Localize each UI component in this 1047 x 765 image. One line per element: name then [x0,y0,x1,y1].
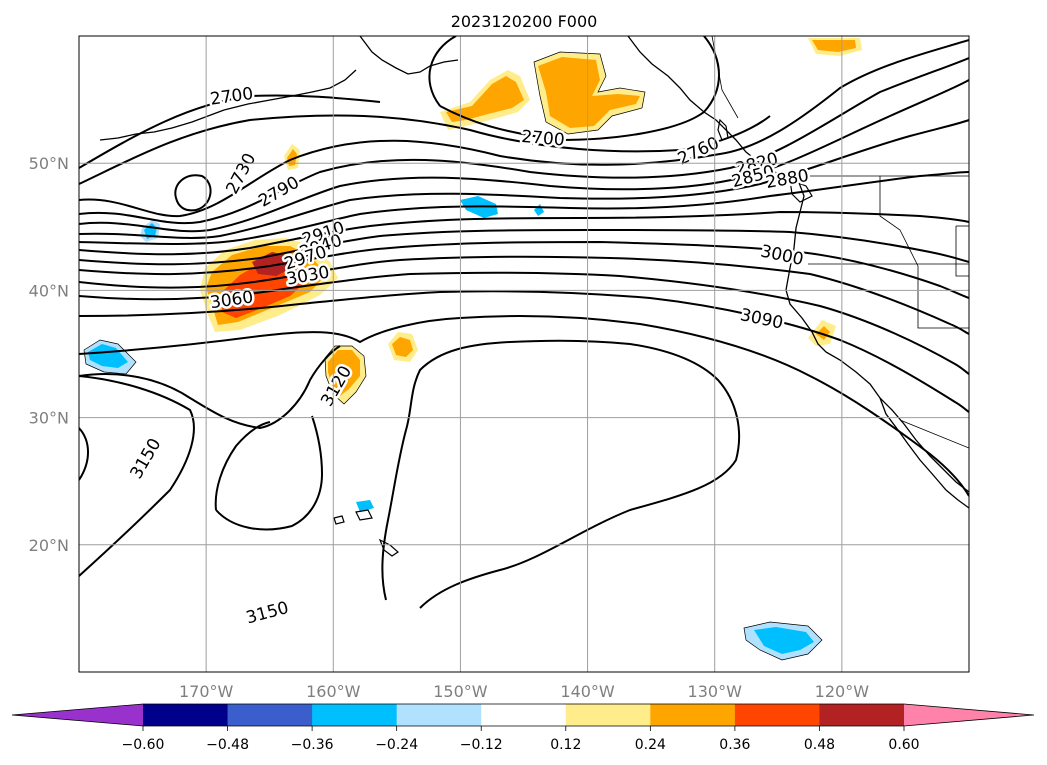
colorbar-tick-label: 0.12 [550,737,581,753]
colorbar-bin [312,704,398,726]
colorbar-bin [565,704,651,726]
colorbar-bin [396,704,482,726]
vancouver-island [789,179,813,203]
contour-2820 [79,57,969,225]
height-contours [79,36,969,609]
state-border [955,226,969,277]
colorbar-tick-label: −0.12 [460,737,503,753]
contour-3030 [79,255,969,335]
contour-label-text: 2700 [521,127,566,151]
colorbar-extend-high [904,704,1034,726]
contour-2910 [79,171,969,245]
colorbar-tick-label: −0.60 [122,737,165,753]
contour-3150 [381,339,741,609]
coastline-british-columbia [785,179,827,353]
positive-anomaly-region [287,149,297,166]
lat-tick-label: 30°N [29,409,69,428]
colorbar-tick-label: 0.36 [719,737,750,753]
colorbar-tick-label: 0.48 [804,737,835,753]
positive-anomaly-region [392,337,413,357]
lat-tick-label: 20°N [29,536,69,555]
contour-2790 [79,39,969,218]
colorbar-tick-label: −0.24 [375,737,418,753]
contour-3150 [214,421,271,511]
anomaly-outlines [83,51,823,661]
contour-2850 [79,79,969,233]
negative-anomaly-region [88,344,128,368]
lon-tick-label: 160°W [306,682,361,701]
contour-3000 [79,240,969,299]
negative-anomaly-region [356,500,374,512]
lat-tick-label: 40°N [29,281,69,300]
contour-3150 [215,415,324,531]
positive-anomaly-region [538,57,640,128]
contour-2700 [79,94,381,169]
colorbar-bin [143,704,229,726]
shaded-anomaly-regions [84,38,862,660]
contour-2700 [428,36,457,107]
colorbar-tick-label: −0.48 [206,737,249,753]
positive-anomaly-region [446,76,524,122]
contour-2700 [439,36,720,142]
gridlines [79,36,969,672]
colorbar-tick-label: 0.24 [635,737,666,753]
positive-anomaly-region [812,40,856,52]
lon-tick-label: 140°W [560,682,615,701]
colorbar-bin [481,704,567,726]
coastlines [99,36,969,509]
colorbar: −0.60 −0.48 −0.36 −0.24 −0.12 0.12 0.24 0.36 0.4… [11,703,1035,753]
contour-3120 [79,345,341,430]
colorbar-extend-low [12,704,143,726]
coastline-bering [223,69,357,111]
colorbar-tick-label: 0.60 [888,737,919,753]
state-border [917,266,969,329]
colorbar-bin [734,704,820,726]
coastline-california [825,351,969,493]
lat-tick-label: 50°N [29,154,69,173]
contour-3150 [79,427,89,481]
anomaly-outline [743,621,823,661]
contour-3150 [79,375,195,577]
lon-tick-label: 120°W [815,682,870,701]
anomaly-outline [324,345,367,405]
contour-2880 [79,119,969,239]
contour-2760 [79,114,771,185]
positive-anomaly-region [328,350,360,396]
colorbar-bin [819,704,905,726]
political-boundaries [711,36,969,449]
colorbar-bin [650,704,736,726]
positive-anomaly-region [816,326,830,340]
chart-title: 2023120200 F000 [451,12,598,31]
contour-3120 [79,315,969,497]
anomaly-outline [83,339,137,375]
anomaly-outline [533,51,646,135]
axis-labels: 50°N 40°N 30°N 20°N 170°W 160°W 150°W 140°W 130°… [29,154,870,701]
positive-anomaly-region [222,258,306,318]
mexico-us-border [899,419,969,449]
lon-tick-label: 130°W [688,682,743,701]
contour-2940 [79,210,969,256]
coastline-alaska [359,36,459,75]
contour-2730 [174,174,212,212]
colorbar-bin [227,704,313,726]
contour-3090 [79,290,969,413]
lon-tick-label: 170°W [179,682,234,701]
negative-anomaly-region [754,627,814,654]
coastline-alaska-panhandle [627,36,799,181]
hawaii-island [355,509,373,521]
contour-2970 [79,229,969,266]
map-frame [78,35,970,673]
coastline-aleutians [99,109,225,141]
hawaii-island [333,515,345,525]
lon-tick-label: 150°W [433,682,488,701]
coastline-baja [879,397,969,509]
colorbar-tick-label: −0.36 [291,737,334,753]
